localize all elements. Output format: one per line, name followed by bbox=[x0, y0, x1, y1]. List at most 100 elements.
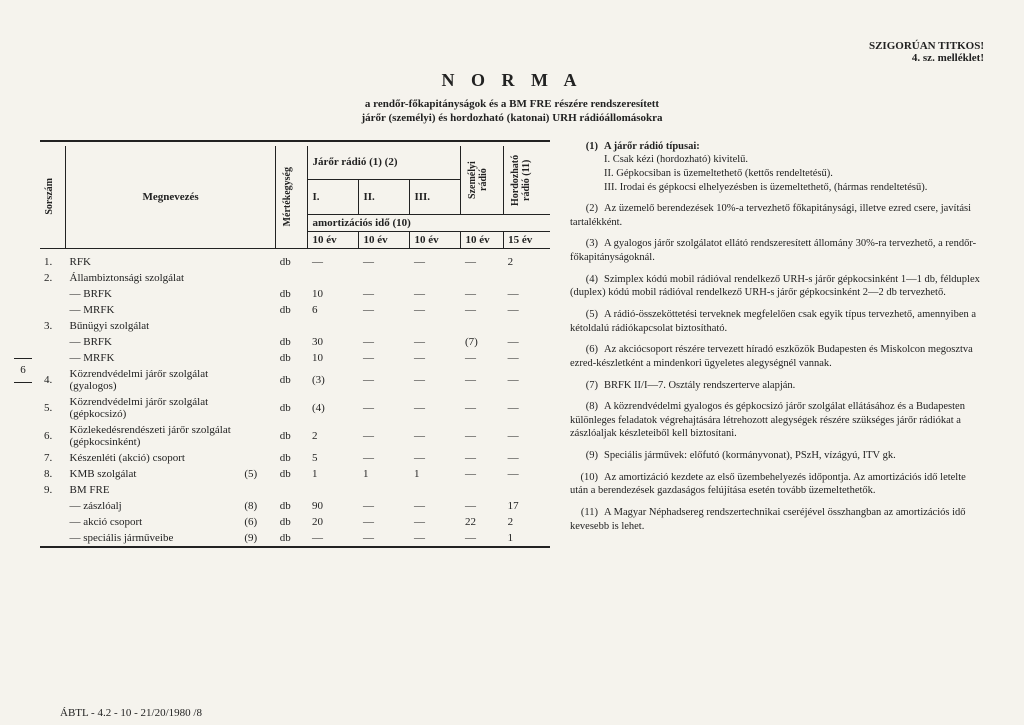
row-name: Közlekedésrendészeti járőr szolgálat (gé… bbox=[66, 422, 241, 450]
note-item: (9)Speciális járművek: előfutó (kormányv… bbox=[570, 449, 984, 463]
col-megnevezes: Megnevezés bbox=[66, 146, 276, 249]
row-num: 8. bbox=[40, 466, 66, 482]
cell: — bbox=[308, 254, 359, 270]
table-row: 3.Bűnügyi szolgálat bbox=[40, 318, 550, 334]
row-unit: db bbox=[276, 254, 308, 270]
cell: — bbox=[410, 394, 461, 422]
cell: — bbox=[359, 530, 410, 547]
row-ref bbox=[240, 302, 275, 318]
row-name: Állambiztonsági szolgálat bbox=[66, 270, 241, 286]
cell: — bbox=[410, 514, 461, 530]
cell bbox=[359, 482, 410, 498]
row-unit: db bbox=[276, 498, 308, 514]
cell bbox=[461, 482, 504, 498]
side-page-number: 6 bbox=[14, 352, 32, 388]
cell: 10 bbox=[308, 286, 359, 302]
row-name: — zászlóalj bbox=[66, 498, 241, 514]
row-ref bbox=[240, 394, 275, 422]
row-name: — BRFK bbox=[66, 334, 241, 350]
cell: — bbox=[410, 422, 461, 450]
row-ref: (6) bbox=[240, 514, 275, 530]
cell: 6 bbox=[308, 302, 359, 318]
cell: — bbox=[461, 498, 504, 514]
cell: — bbox=[461, 350, 504, 366]
table-row: — BRFKdb10———— bbox=[40, 286, 550, 302]
table-row: 2.Állambiztonsági szolgálat bbox=[40, 270, 550, 286]
row-unit: db bbox=[276, 514, 308, 530]
cell: — bbox=[359, 498, 410, 514]
row-name: Bűnügyi szolgálat bbox=[66, 318, 241, 334]
note-item: (2)Az üzemelő berendezések 10%-a tervezh… bbox=[570, 202, 984, 229]
row-name: — akció csoport bbox=[66, 514, 241, 530]
doc-title: N O R M A bbox=[40, 70, 984, 91]
row-unit: db bbox=[276, 466, 308, 482]
note-item: (11)A Magyar Néphadsereg rendszertechnik… bbox=[570, 506, 984, 533]
row-num bbox=[40, 498, 66, 514]
table-head: Sorszám Megnevezés Mértékegység Járőr rá… bbox=[40, 141, 550, 254]
cell: — bbox=[359, 334, 410, 350]
col-amort: amortizációs idő (10) bbox=[308, 214, 550, 231]
row-unit bbox=[276, 482, 308, 498]
col-hordoz: Hordozható rádió (11) bbox=[508, 148, 534, 212]
cell bbox=[410, 270, 461, 286]
cell: — bbox=[504, 334, 550, 350]
row-ref bbox=[240, 450, 275, 466]
row-name: — BRFK bbox=[66, 286, 241, 302]
cell: 1 bbox=[308, 466, 359, 482]
cell bbox=[410, 482, 461, 498]
cell: — bbox=[504, 450, 550, 466]
cell: — bbox=[461, 466, 504, 482]
cell: — bbox=[410, 498, 461, 514]
row-num: 1. bbox=[40, 254, 66, 270]
note-sub: I. Csak kézi (hordozható) kivitelű. bbox=[570, 153, 984, 167]
row-unit: db bbox=[276, 530, 308, 547]
row-num: 6. bbox=[40, 422, 66, 450]
cell bbox=[308, 270, 359, 286]
row-num bbox=[40, 350, 66, 366]
cell: — bbox=[461, 366, 504, 394]
cell: — bbox=[410, 334, 461, 350]
row-ref bbox=[240, 334, 275, 350]
cell: (4) bbox=[308, 394, 359, 422]
cell: — bbox=[504, 394, 550, 422]
row-name: BM FRE bbox=[66, 482, 241, 498]
row-num: 3. bbox=[40, 318, 66, 334]
cell: — bbox=[359, 286, 410, 302]
row-unit: db bbox=[276, 450, 308, 466]
row-unit: db bbox=[276, 394, 308, 422]
cell bbox=[359, 270, 410, 286]
cell: 1 bbox=[410, 466, 461, 482]
doc-subtitle: a rendőr-főkapitányságok és a BM FRE rés… bbox=[40, 97, 984, 126]
table-row: — speciális járműveibe(9)db————1 bbox=[40, 530, 550, 547]
note-item: (4)Szimplex kódú mobil rádióval rendelke… bbox=[570, 273, 984, 300]
cell: — bbox=[308, 530, 359, 547]
row-ref: (8) bbox=[240, 498, 275, 514]
note-item: (8)A közrendvédelmi gyalogos és gépkocsi… bbox=[570, 400, 984, 441]
row-num: 5. bbox=[40, 394, 66, 422]
row-name: Közrendvédelmi járőr szolgálat (gyalogos… bbox=[66, 366, 241, 394]
note-item: (6)Az akciócsoport részére tervezett hír… bbox=[570, 343, 984, 370]
note-item: (5)A rádió-összeköttetési terveknek megf… bbox=[570, 308, 984, 335]
col-sorszam: Sorszám bbox=[44, 178, 55, 215]
cell: — bbox=[410, 350, 461, 366]
cell bbox=[504, 482, 550, 498]
cell bbox=[308, 482, 359, 498]
cell: 20 bbox=[308, 514, 359, 530]
subtitle-line-1: a rendőr-főkapitányságok és a BM FRE rés… bbox=[365, 98, 659, 110]
cell: 1 bbox=[359, 466, 410, 482]
cell: 1 bbox=[504, 530, 550, 547]
table-row: 7.Készenléti (akció) csoportdb5———— bbox=[40, 450, 550, 466]
row-unit: db bbox=[276, 334, 308, 350]
col-y5: 15 év bbox=[504, 231, 550, 248]
row-num bbox=[40, 514, 66, 530]
cell: — bbox=[461, 394, 504, 422]
cell: 90 bbox=[308, 498, 359, 514]
content-area: Sorszám Megnevezés Mértékegység Járőr rá… bbox=[40, 140, 984, 552]
col-iii: III. bbox=[410, 179, 461, 214]
cell: 5 bbox=[308, 450, 359, 466]
table-row: 8.KMB szolgálat(5)db111—— bbox=[40, 466, 550, 482]
cell: — bbox=[410, 366, 461, 394]
cell: 2 bbox=[308, 422, 359, 450]
col-y2: 10 év bbox=[359, 231, 410, 248]
col-mertek: Mértékegység bbox=[280, 165, 295, 228]
